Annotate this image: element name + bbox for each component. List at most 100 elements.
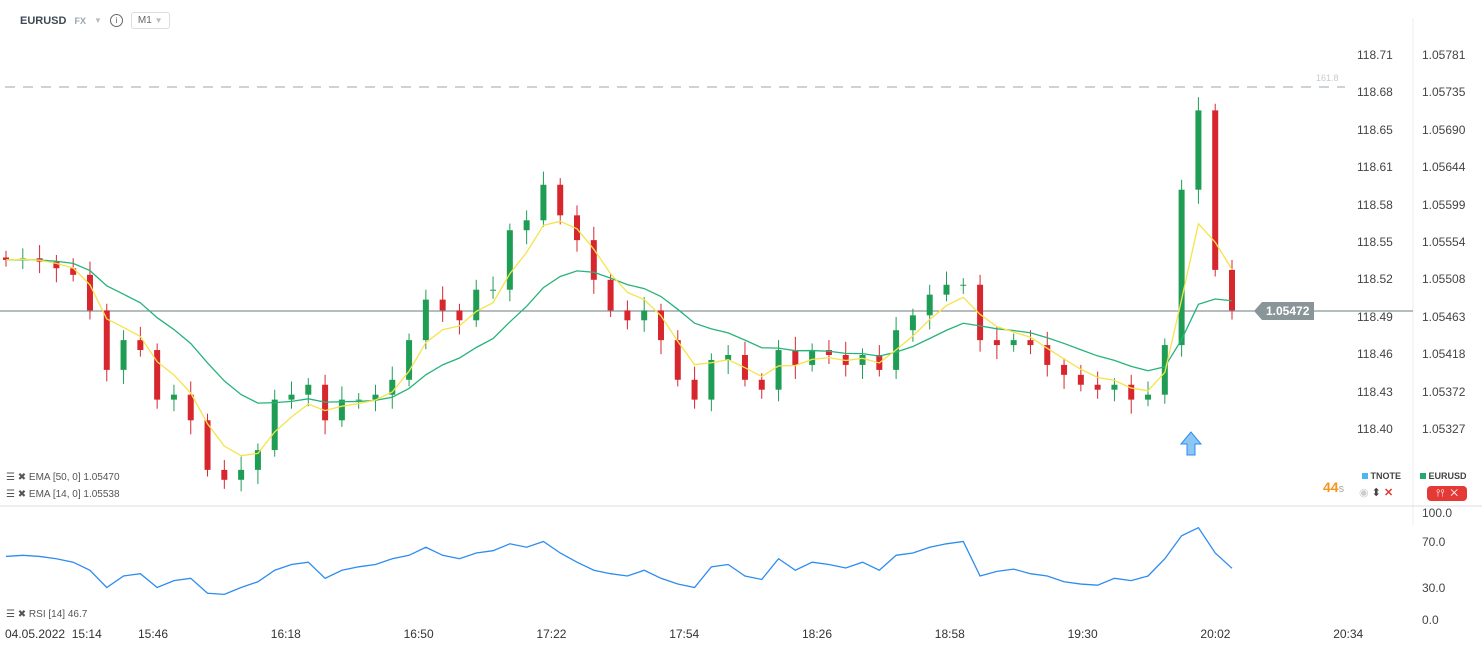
- reorder-icon[interactable]: ⬍: [1371, 487, 1381, 499]
- candle-body: [1010, 340, 1017, 346]
- candle-countdown: 44s: [1323, 479, 1344, 497]
- candle-body: [372, 394, 379, 400]
- time-tick: 20:02: [1200, 627, 1231, 641]
- time-tick: 17:22: [536, 627, 567, 641]
- candle-body: [1195, 110, 1202, 190]
- candle-body: [238, 469, 245, 480]
- price-tick: 1.05644: [1422, 160, 1466, 175]
- candle-body: [1128, 384, 1135, 400]
- candle-body: [1145, 394, 1152, 400]
- candle-body: [708, 359, 715, 400]
- candle-body: [792, 350, 799, 365]
- candle-body: [859, 355, 866, 365]
- candlestick-icon[interactable]: ⫯⫯: [1436, 488, 1445, 499]
- ema14-line: [5, 220, 1233, 457]
- candle-body: [490, 289, 497, 291]
- candle-body: [170, 394, 177, 400]
- menu-icon[interactable]: ☰: [6, 609, 15, 620]
- candle-body: [456, 310, 463, 321]
- secondary-price-tick: 118.68: [1357, 85, 1393, 100]
- price-tick: 1.05735: [1422, 85, 1466, 100]
- price-tick: 1.05599: [1422, 197, 1466, 212]
- candle-body: [657, 310, 664, 341]
- candle-body: [1027, 340, 1034, 346]
- candle-body: [221, 469, 228, 480]
- timeframe-selector[interactable]: M1 ▼: [130, 12, 170, 29]
- candle-body: [574, 215, 581, 241]
- secondary-price-tick: 118.71: [1357, 48, 1393, 62]
- candle-body: [1229, 269, 1235, 311]
- time-tick: 16:50: [403, 627, 434, 641]
- close-icon[interactable]: ✖: [17, 489, 27, 500]
- candle-body: [1044, 345, 1051, 365]
- chevron-down-icon: ▼: [154, 16, 163, 25]
- info-icon[interactable]: i: [109, 14, 123, 27]
- candle-body: [288, 394, 295, 400]
- menu-icon[interactable]: ☰: [6, 472, 15, 483]
- candles: [3, 97, 1235, 492]
- time-tick: 18:58: [934, 627, 965, 641]
- arrow-up-icon: [1179, 431, 1203, 456]
- rsi-tick: 70.0: [1422, 535, 1446, 549]
- tnote-color-swatch: [1362, 473, 1368, 479]
- secondary-price-tick: 118.65: [1357, 122, 1393, 137]
- candle-body: [187, 394, 194, 421]
- candle-body: [674, 340, 681, 380]
- price-tick: 1.05508: [1422, 272, 1466, 287]
- chart-header: EURUSD FX ▼ i M1 ▼: [20, 12, 170, 29]
- candle-body: [624, 310, 631, 321]
- secondary-price-tick: 118.46: [1357, 347, 1393, 362]
- price-tick: 1.05463: [1422, 309, 1466, 324]
- candle-body: [943, 284, 950, 295]
- ema50-label: EMA [50, 0] 1.05470: [28, 472, 120, 483]
- chevron-down-icon[interactable]: ▼: [93, 16, 102, 25]
- legend-eurusd[interactable]: EURUSD: [1420, 471, 1467, 482]
- candle-body: [53, 261, 60, 269]
- close-icon[interactable]: ✖: [17, 472, 27, 483]
- candle-body: [406, 340, 413, 380]
- candle-body: [204, 420, 211, 470]
- candle-body: [557, 184, 564, 216]
- time-tick: 04.05.2022 15:14: [5, 627, 102, 641]
- candle-body: [86, 274, 93, 311]
- candle-body: [641, 310, 648, 321]
- candle-body: [422, 299, 429, 341]
- candle-body: [271, 399, 278, 451]
- price-tag: [1254, 302, 1314, 320]
- close-icon[interactable]: ✕: [1450, 488, 1458, 499]
- menu-icon[interactable]: ☰: [6, 489, 15, 500]
- candle-body: [1111, 384, 1118, 390]
- candle-body: [809, 350, 816, 365]
- secondary-price-tick: 118.43: [1357, 384, 1393, 399]
- countdown-unit: s: [1338, 483, 1345, 495]
- candle-body: [439, 299, 446, 311]
- tnote-label: TNOTE: [1370, 471, 1402, 481]
- candle-body: [926, 294, 933, 316]
- secondary-price-tick: 118.61: [1357, 160, 1393, 175]
- candle-body: [1061, 364, 1068, 375]
- candle-body: [1212, 110, 1219, 270]
- rsi-label: RSI [14] 46.7: [28, 609, 88, 620]
- legend-tnote[interactable]: TNOTE: [1362, 471, 1401, 482]
- candle-body: [540, 184, 547, 221]
- rsi-legend[interactable]: ☰ ✖ RSI [14] 46.7: [6, 609, 87, 621]
- price-tick: 1.05781: [1422, 48, 1466, 62]
- candle-body: [137, 340, 144, 351]
- ema14-legend[interactable]: ☰ ✖ EMA [14, 0] 1.05538: [6, 489, 120, 501]
- candle-body: [154, 350, 161, 400]
- symbol-label: EURUSD: [20, 14, 67, 27]
- close-icon[interactable]: ✕: [1383, 487, 1394, 499]
- secondary-price-tick: 118.52: [1357, 272, 1393, 287]
- market-selector[interactable]: FX: [74, 15, 86, 26]
- close-icon[interactable]: ✖: [17, 609, 27, 620]
- price-tick: 1.05418: [1422, 347, 1466, 362]
- candle-body: [993, 340, 1000, 346]
- secondary-price-tick: 118.58: [1357, 197, 1393, 212]
- countdown-value: 44: [1323, 479, 1339, 495]
- eye-icon[interactable]: ◉: [1359, 487, 1369, 499]
- tnote-controls: ◉ ⬍ ✕: [1359, 487, 1393, 500]
- ema50-legend[interactable]: ☰ ✖ EMA [50, 0] 1.05470: [6, 472, 120, 484]
- eurusd-controls: ⫯⫯ ✕: [1427, 486, 1467, 501]
- candle-body: [254, 450, 261, 470]
